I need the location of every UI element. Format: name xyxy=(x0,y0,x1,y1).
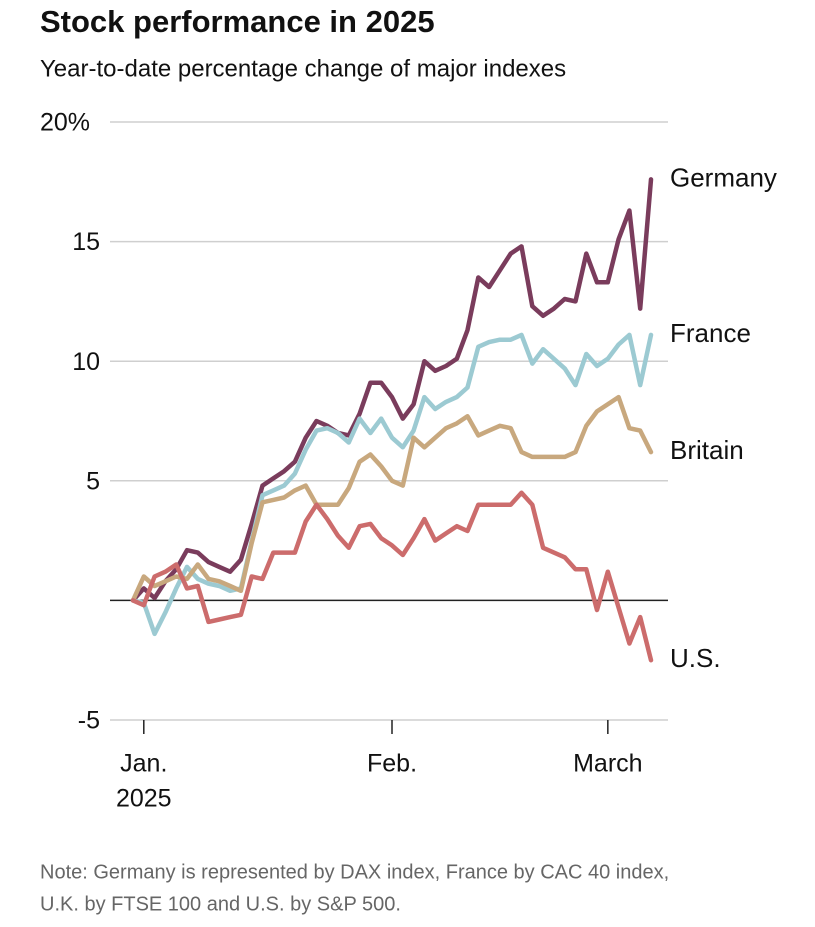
series-label: Britain xyxy=(670,435,744,465)
note: U.K. by FTSE 100 and U.S. by S&P 500. xyxy=(40,893,401,915)
series-line xyxy=(130,332,654,637)
series-label: Germany xyxy=(670,162,777,192)
series-line xyxy=(130,394,654,603)
y-tick-label: 15 xyxy=(72,228,100,256)
series-line xyxy=(130,490,654,663)
chart-subtitle: Year-to-date percentage change of major … xyxy=(40,55,566,82)
y-tick-label: -5 xyxy=(78,707,100,735)
series-line xyxy=(130,177,654,603)
chart-title: Stock performance in 2025 xyxy=(40,4,435,39)
y-tick-label: 20% xyxy=(40,109,90,137)
y-tick-label: 10 xyxy=(72,348,100,376)
x-tick-label: March xyxy=(573,750,642,778)
x-tick-label: Jan. xyxy=(120,750,167,778)
x-tick-label: Feb. xyxy=(367,750,417,778)
x-tick-sublabel: 2025 xyxy=(116,785,172,813)
series-label: France xyxy=(670,318,751,348)
series-label: U.S. xyxy=(670,643,721,673)
y-tick-label: 5 xyxy=(86,467,100,495)
note: Note: Germany is represented by DAX inde… xyxy=(40,861,669,883)
